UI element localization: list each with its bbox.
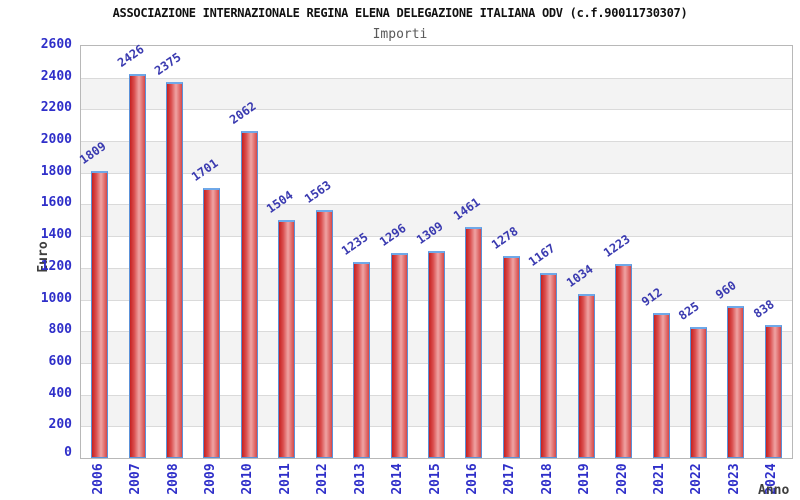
horizontal-gridline (81, 172, 792, 174)
bar-2007 (128, 73, 146, 458)
horizontal-gridline (81, 141, 792, 143)
y-tick-label-1800: 1800 (40, 163, 72, 179)
y-tick-label-2400: 2400 (40, 68, 72, 84)
bar-2014 (390, 252, 408, 458)
y-tick-label-400: 400 (48, 385, 72, 401)
bar-2020 (615, 264, 633, 458)
x-tick-label-2009: 2009 (202, 463, 218, 495)
y-tick-label-600: 600 (48, 353, 72, 369)
plot-stripe-band (81, 141, 792, 173)
bar-2022 (689, 327, 707, 458)
x-tick-label-2013: 2013 (352, 463, 368, 495)
x-tick-label-2017: 2017 (502, 463, 518, 495)
bar-2017 (502, 255, 520, 458)
y-tick-label-800: 800 (48, 322, 72, 338)
x-tick-label-2006: 2006 (90, 463, 106, 495)
bar-2018 (540, 273, 558, 458)
bar-2023 (727, 305, 745, 458)
bar-2006 (91, 171, 109, 458)
x-tick-label-2012: 2012 (315, 463, 331, 495)
x-axis-title: Anno (758, 483, 790, 498)
y-tick-label-1400: 1400 (40, 227, 72, 243)
bar-2012 (315, 210, 333, 458)
horizontal-gridline (81, 109, 792, 111)
x-tick-label-2021: 2021 (652, 463, 668, 495)
x-tick-label-2019: 2019 (577, 463, 593, 495)
bar-2009 (203, 188, 221, 458)
y-tick-label-200: 200 (48, 417, 72, 433)
horizontal-gridline (81, 236, 792, 238)
x-tick-label-2018: 2018 (539, 463, 555, 495)
bar-2011 (278, 219, 296, 458)
bar-2024 (764, 325, 782, 458)
x-tick-label-2008: 2008 (165, 463, 181, 495)
y-tick-label-1600: 1600 (40, 195, 72, 211)
bar-2019 (577, 294, 595, 458)
y-tick-label-1200: 1200 (40, 258, 72, 274)
y-tick-label-2600: 2600 (40, 37, 72, 52)
bar-2015 (428, 250, 445, 458)
bar-2010 (240, 131, 258, 458)
bar-2021 (652, 313, 670, 458)
x-tick-label-2023: 2023 (726, 463, 742, 495)
plot-stripe-band (81, 204, 792, 237)
x-tick-label-2020: 2020 (614, 463, 630, 495)
x-tick-label-2007: 2007 (128, 463, 144, 495)
plot-stripe-band (81, 77, 792, 110)
plot-stripe-band (81, 46, 792, 78)
horizontal-gridline (81, 204, 792, 206)
chart-subtitle: Importi (372, 27, 428, 42)
x-tick-label-2015: 2015 (427, 463, 443, 495)
x-tick-label-2011: 2011 (277, 463, 293, 495)
bar-2016 (465, 226, 483, 458)
y-tick-label-2200: 2200 (40, 100, 72, 116)
y-tick-label-1000: 1000 (40, 290, 72, 306)
x-tick-label-2016: 2016 (464, 463, 480, 495)
plot-area: 1809 2426 2375 1701 2062 1504 1563 1235 1296 1309… (77, 42, 793, 459)
bar-2008 (166, 81, 184, 458)
x-tick-label-2014: 2014 (390, 463, 406, 495)
y-tick-label-2000: 2000 (40, 132, 72, 148)
plot-stripe-band (81, 172, 792, 205)
chart-title: ASSOCIAZIONE INTERNAZIONALE REGINA ELENA… (112, 6, 688, 20)
horizontal-gridline (81, 77, 792, 79)
x-tick-label-2010: 2010 (240, 463, 256, 495)
x-tick-label-2022: 2022 (689, 463, 705, 495)
bar-2013 (353, 262, 371, 458)
y-tick-label-0: 0 (64, 445, 72, 460)
plot-stripe-band (81, 109, 792, 142)
